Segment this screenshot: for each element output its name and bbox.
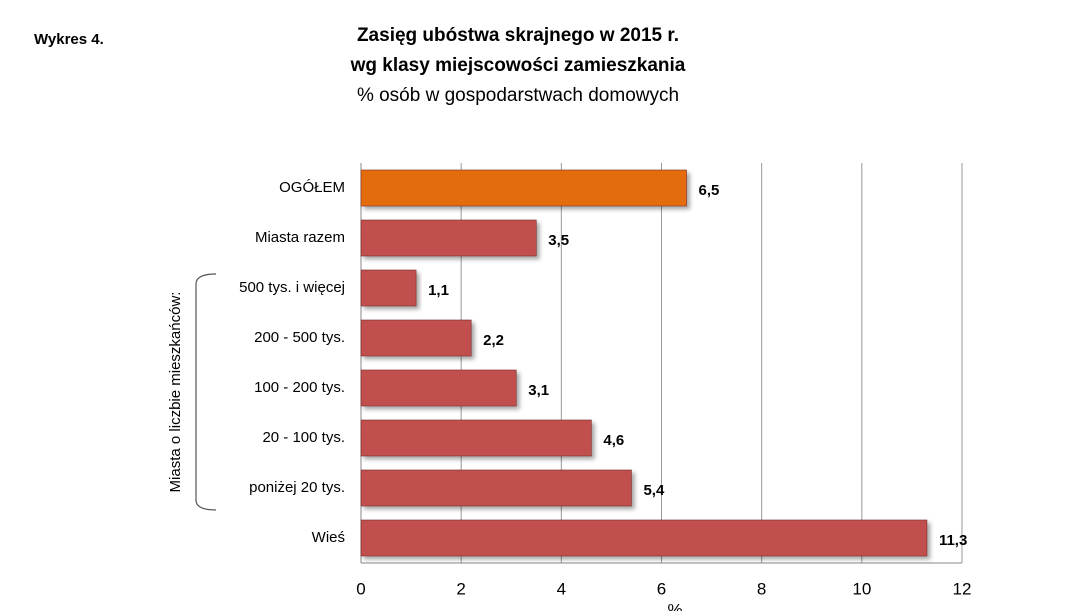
value-label: 4,6 (603, 432, 624, 449)
y-tick-label: 200 - 500 tys. (254, 329, 345, 346)
x-tick-label: 6 (657, 579, 666, 598)
bar (360, 469, 632, 507)
x-tick-label: 10 (852, 579, 871, 598)
y-tick-label: 100 - 200 tys. (254, 379, 345, 396)
x-tick-label: 8 (757, 579, 766, 598)
x-tick-label: 0 (356, 579, 365, 598)
bar (360, 419, 592, 457)
chart-title-line2: wg klasy miejscowości zamieszkania (350, 55, 686, 76)
y-tick-label: 20 - 100 tys. (262, 429, 345, 446)
value-label: 5,4 (643, 482, 665, 499)
chart-subtitle: % osób w gospodarstwach domowych (357, 85, 679, 106)
x-axis-label: % (667, 600, 682, 611)
x-tick-label: 12 (953, 579, 972, 598)
plot-area: 0 2 4 6 8 10 12 OGÓŁEM 6,5 Miasta razem 3,5 500 tys… (239, 163, 971, 598)
bar (360, 369, 517, 407)
x-tick-label: 4 (557, 579, 566, 598)
y-tick-label: poniżej 20 tys. (249, 479, 345, 496)
group-label: Miasta o liczbie mieszkańców: (167, 292, 184, 493)
y-tick-label: Miasta razem (255, 229, 345, 246)
y-tick-label: 500 tys. i więcej (239, 279, 345, 296)
bar (360, 319, 472, 357)
value-label: 2,2 (483, 332, 504, 349)
value-label: 3,1 (528, 382, 549, 399)
value-label: 1,1 (428, 282, 449, 299)
y-tick-label: Wieś (312, 529, 345, 546)
x-tick-label: 2 (456, 579, 465, 598)
group-bracket (195, 273, 217, 511)
bar (360, 169, 687, 207)
bar (360, 219, 537, 257)
figure-label: Wykres 4. (34, 31, 104, 48)
value-label: 11,3 (939, 532, 967, 549)
y-tick-label: OGÓŁEM (279, 179, 345, 196)
bar (360, 269, 417, 307)
bar (360, 519, 928, 557)
value-label: 3,5 (548, 232, 569, 249)
value-label: 6,5 (699, 182, 720, 199)
chart-title: Zasięg ubóstwa skrajnego w 2015 r. (357, 25, 679, 46)
